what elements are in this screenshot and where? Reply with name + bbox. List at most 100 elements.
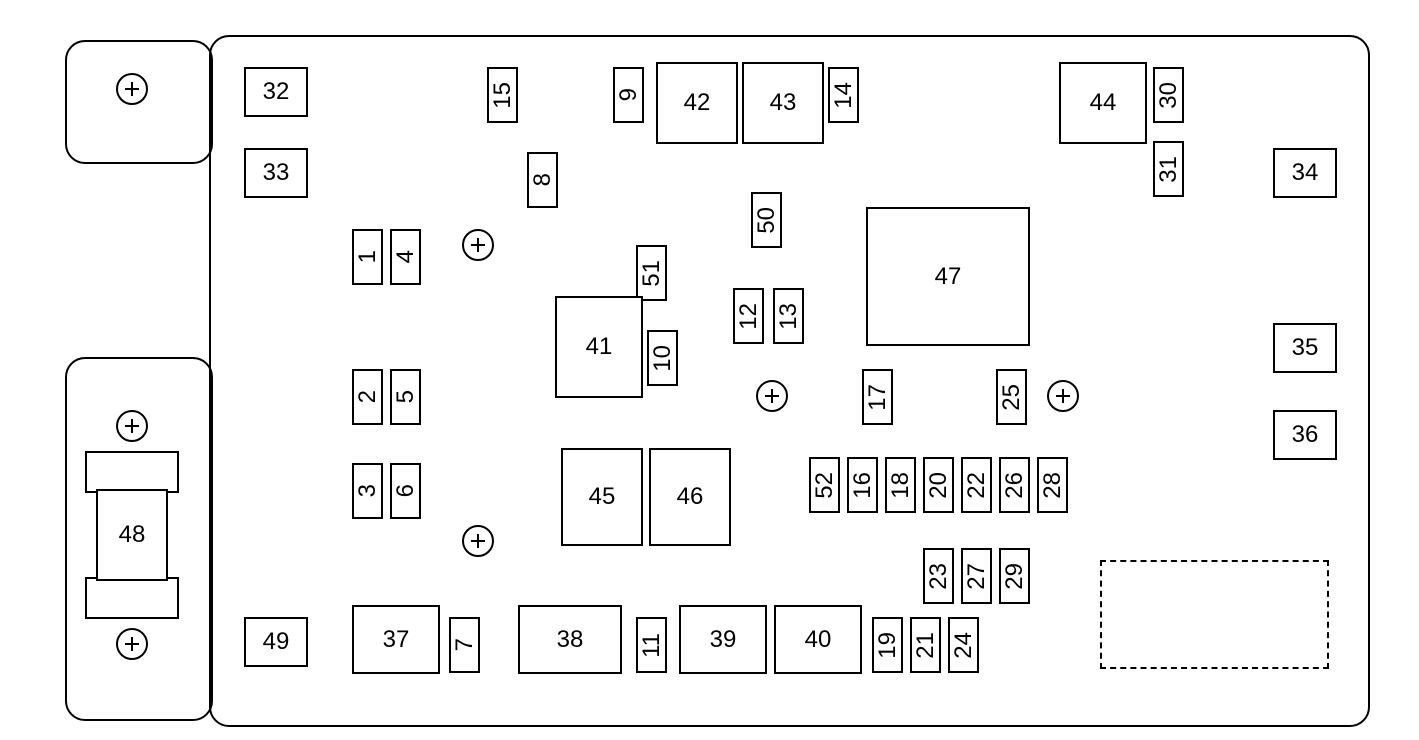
bracket-b48-bot xyxy=(85,577,179,619)
fuse-5-label: 5 xyxy=(394,390,418,403)
fuse-15: 15 xyxy=(487,67,518,123)
fusebox-diagram: 1425367815951101150121314172552161820222… xyxy=(0,0,1419,740)
fuse-16-label: 16 xyxy=(851,472,875,499)
fuse-44: 44 xyxy=(1059,62,1147,144)
fuse-30-label: 30 xyxy=(1157,82,1181,109)
fuse-40-label: 40 xyxy=(805,628,832,652)
fuse-3-label: 3 xyxy=(356,484,380,497)
fuse-14-label: 14 xyxy=(832,82,856,109)
fuse-51-label: 51 xyxy=(640,260,664,287)
fuse-4-label: 4 xyxy=(394,250,418,263)
fuse-45-label: 45 xyxy=(589,485,616,509)
fuse-48-label: 48 xyxy=(119,523,146,547)
fuse-47: 47 xyxy=(866,207,1030,346)
fuse-20: 20 xyxy=(923,457,954,513)
fuse-42: 42 xyxy=(656,62,738,144)
fuse-22-label: 22 xyxy=(965,472,989,499)
screw-screw-tab xyxy=(116,73,148,105)
fuse-28-label: 28 xyxy=(1041,472,1065,499)
fuse-51: 51 xyxy=(636,245,667,301)
fuse-6-label: 6 xyxy=(394,484,418,497)
fuse-1: 1 xyxy=(352,229,383,285)
fuse-19-label: 19 xyxy=(876,632,900,659)
fuse-24: 24 xyxy=(948,617,979,673)
fuse-52: 52 xyxy=(809,457,840,513)
fuse-39-label: 39 xyxy=(710,628,737,652)
fuse-34-label: 34 xyxy=(1292,161,1319,185)
fuse-7-label: 7 xyxy=(453,638,477,651)
fuse-30: 30 xyxy=(1153,67,1184,123)
fuse-36-label: 36 xyxy=(1292,423,1319,447)
fuse-18-label: 18 xyxy=(889,472,913,499)
fuse-33: 33 xyxy=(244,148,308,198)
fuse-34: 34 xyxy=(1273,148,1337,198)
fuse-20-label: 20 xyxy=(927,472,951,499)
fuse-15-label: 15 xyxy=(491,82,515,109)
fuse-25: 25 xyxy=(996,369,1027,425)
fuse-19: 19 xyxy=(872,617,903,673)
fuse-11: 11 xyxy=(636,617,667,673)
fuse-32-label: 32 xyxy=(263,80,290,104)
fuse-13: 13 xyxy=(773,288,804,344)
fuse-29: 29 xyxy=(999,548,1030,604)
fuse-46: 46 xyxy=(649,448,731,546)
fuse-2: 2 xyxy=(352,369,383,425)
fuse-9: 9 xyxy=(613,67,644,123)
fuse-14: 14 xyxy=(828,67,859,123)
fuse-4: 4 xyxy=(390,229,421,285)
fuse-22: 22 xyxy=(961,457,992,513)
fuse-43-label: 43 xyxy=(770,91,797,115)
fuse-47-label: 47 xyxy=(935,265,962,289)
fuse-8-label: 8 xyxy=(531,173,555,186)
fuse-42-label: 42 xyxy=(684,91,711,115)
fuse-2-label: 2 xyxy=(356,390,380,403)
screw-screw-right xyxy=(1047,380,1079,412)
screw-screw-48-top xyxy=(116,410,148,442)
fuse-24-label: 24 xyxy=(952,632,976,659)
fuse-26: 26 xyxy=(999,457,1030,513)
fuse-21-label: 21 xyxy=(914,632,938,659)
fuse-44-label: 44 xyxy=(1090,91,1117,115)
fuse-27: 27 xyxy=(961,548,992,604)
fuse-9-label: 9 xyxy=(617,88,641,101)
fuse-40: 40 xyxy=(774,605,862,674)
fuse-35: 35 xyxy=(1273,323,1337,373)
fuse-8: 8 xyxy=(527,152,558,208)
fuse-50-label: 50 xyxy=(755,207,779,234)
fuse-31-label: 31 xyxy=(1157,156,1181,183)
fuse-3: 3 xyxy=(352,463,383,519)
fuse-45: 45 xyxy=(561,448,643,546)
fuse-16: 16 xyxy=(847,457,878,513)
fuse-31: 31 xyxy=(1153,141,1184,197)
fuse-41: 41 xyxy=(555,296,643,398)
fuse-10-label: 10 xyxy=(651,345,675,372)
fuse-28: 28 xyxy=(1037,457,1068,513)
fuse-38-label: 38 xyxy=(557,628,584,652)
fuse-26-label: 26 xyxy=(1003,472,1027,499)
fuse-35-label: 35 xyxy=(1292,336,1319,360)
fuse-36: 36 xyxy=(1273,410,1337,460)
screw-screw-center xyxy=(756,380,788,412)
fuse-50: 50 xyxy=(751,192,782,248)
fuse-12: 12 xyxy=(733,288,764,344)
screw-screw-48-bottom xyxy=(116,628,148,660)
fuse-13-label: 13 xyxy=(777,303,801,330)
screw-screw-mid-upper xyxy=(462,229,494,261)
fuse-21: 21 xyxy=(910,617,941,673)
fuse-29-label: 29 xyxy=(1003,563,1027,590)
fuse-17: 17 xyxy=(862,369,893,425)
bracket-b48-top xyxy=(85,451,179,493)
fuse-49-label: 49 xyxy=(263,630,290,654)
fuse-10: 10 xyxy=(647,330,678,386)
fuse-12-label: 12 xyxy=(737,303,761,330)
screw-screw-mid-lower xyxy=(462,525,494,557)
fuse-23: 23 xyxy=(923,548,954,604)
fuse-5: 5 xyxy=(390,369,421,425)
fuse-23-label: 23 xyxy=(927,563,951,590)
fuse-48: 48 xyxy=(96,489,168,581)
fuse-37-label: 37 xyxy=(383,628,410,652)
fuse-33-label: 33 xyxy=(263,161,290,185)
fuse-6: 6 xyxy=(390,463,421,519)
fuse-39: 39 xyxy=(679,605,767,674)
fuse-32: 32 xyxy=(244,67,308,117)
